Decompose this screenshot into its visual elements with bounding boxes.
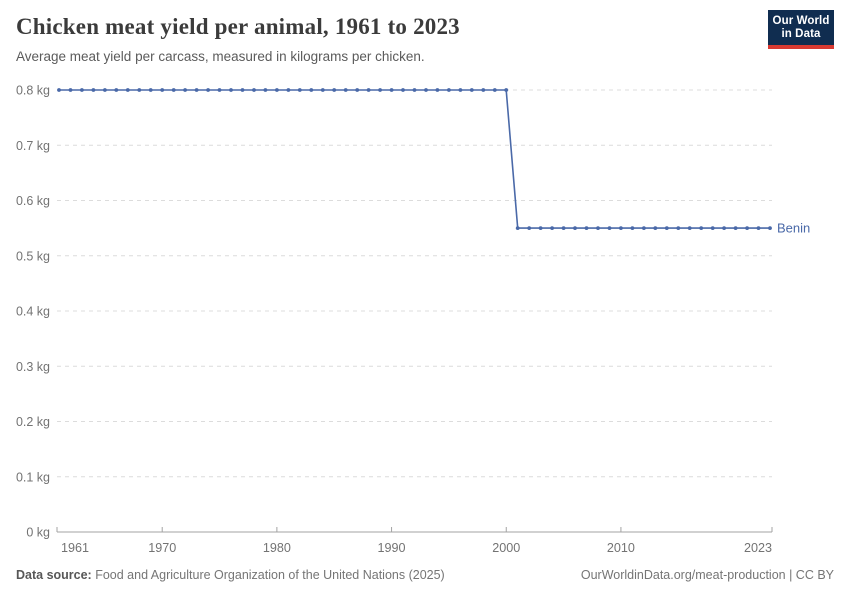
owid-logo: Our World in Data	[768, 10, 834, 49]
series-end-label: Benin	[777, 221, 810, 236]
y-tick-label: 0.3 kg	[16, 360, 50, 374]
data-point	[160, 88, 165, 92]
data-source: Data source: Food and Agriculture Organi…	[16, 568, 445, 582]
x-tick-label: 2023	[744, 541, 772, 555]
chart-footer: Data source: Food and Agriculture Organi…	[16, 568, 834, 582]
data-point	[710, 226, 715, 231]
data-point	[596, 226, 600, 231]
data-point	[504, 88, 509, 92]
data-point	[332, 88, 337, 92]
data-point	[745, 226, 749, 231]
data-point	[148, 88, 153, 92]
data-point	[137, 88, 142, 92]
data-point	[756, 226, 761, 231]
data-point	[343, 88, 348, 92]
data-point	[619, 226, 623, 231]
y-tick-label: 0.4 kg	[16, 305, 50, 319]
owid-logo-line2: in Data	[781, 27, 821, 40]
data-point	[768, 226, 772, 231]
data-point	[378, 88, 382, 92]
data-point	[229, 88, 233, 92]
data-point	[573, 226, 577, 231]
data-point	[194, 88, 199, 92]
x-tick-label: 1970	[148, 541, 176, 555]
x-tick-label: 1980	[263, 541, 291, 555]
data-point	[320, 88, 325, 92]
chart-title: Chicken meat yield per animal, 1961 to 2…	[16, 14, 460, 39]
data-point	[607, 226, 612, 231]
data-point	[412, 88, 417, 92]
data-point	[733, 226, 738, 231]
data-point	[676, 226, 681, 231]
data-point	[275, 88, 279, 92]
data-point	[550, 226, 554, 231]
data-point	[57, 88, 61, 92]
data-point	[722, 226, 726, 231]
data-source-label: Data source:	[16, 568, 92, 582]
data-point	[527, 226, 532, 231]
data-point	[435, 88, 440, 92]
x-tick-label: 1990	[378, 541, 406, 555]
credit-line: OurWorldinData.org/meat-production | CC …	[580, 568, 834, 582]
data-point	[366, 88, 371, 92]
data-point	[424, 88, 428, 92]
y-tick-label: 0.1 kg	[16, 470, 50, 484]
y-tick-label: 0 kg	[26, 526, 50, 540]
data-source-text: Food and Agriculture Organization of the…	[91, 568, 445, 582]
y-tick-label: 0.8 kg	[16, 84, 50, 98]
data-point	[240, 88, 245, 92]
data-point	[389, 88, 394, 92]
data-point	[447, 88, 451, 92]
data-point	[252, 88, 256, 92]
data-point	[687, 226, 692, 231]
data-point	[664, 226, 669, 231]
owid-logo-line1: Our World	[772, 14, 830, 27]
data-point	[286, 88, 291, 92]
x-tick-label: 2010	[607, 541, 635, 555]
data-point	[125, 88, 130, 92]
y-tick-label: 0.5 kg	[16, 249, 50, 263]
y-tick-label: 0.7 kg	[16, 139, 50, 153]
data-point	[561, 226, 566, 231]
data-point	[538, 226, 543, 231]
data-point	[103, 88, 107, 92]
data-point	[515, 226, 520, 231]
data-point	[206, 88, 211, 92]
data-point	[80, 88, 84, 92]
chart-subtitle: Average meat yield per carcass, measured…	[16, 49, 425, 64]
x-tick-label: 2000	[492, 541, 520, 555]
data-point	[642, 226, 646, 231]
data-point	[584, 226, 589, 231]
data-point	[653, 226, 658, 231]
y-tick-label: 0.6 kg	[16, 194, 50, 208]
data-point	[68, 88, 73, 92]
x-tick-label: 1961	[61, 541, 89, 555]
y-tick-label: 0.2 kg	[16, 415, 50, 429]
data-point	[183, 88, 188, 92]
data-point	[481, 88, 486, 92]
data-point	[401, 88, 405, 92]
data-point	[469, 88, 474, 92]
data-line	[59, 89, 770, 229]
data-point	[114, 88, 119, 92]
data-point	[217, 88, 222, 92]
line-chart: 0 kg 0.1 kg 0.2 kg 0.3 kg 0.4 kg 0.5 kg 0.6 kg…	[16, 84, 810, 556]
data-point	[309, 88, 314, 92]
data-point	[699, 226, 704, 231]
data-point	[91, 88, 96, 92]
data-point	[171, 88, 176, 92]
data-point	[297, 88, 302, 92]
data-point	[355, 88, 360, 92]
data-point	[458, 88, 463, 92]
data-point	[492, 88, 497, 92]
data-point	[263, 88, 268, 92]
data-point	[630, 226, 635, 231]
